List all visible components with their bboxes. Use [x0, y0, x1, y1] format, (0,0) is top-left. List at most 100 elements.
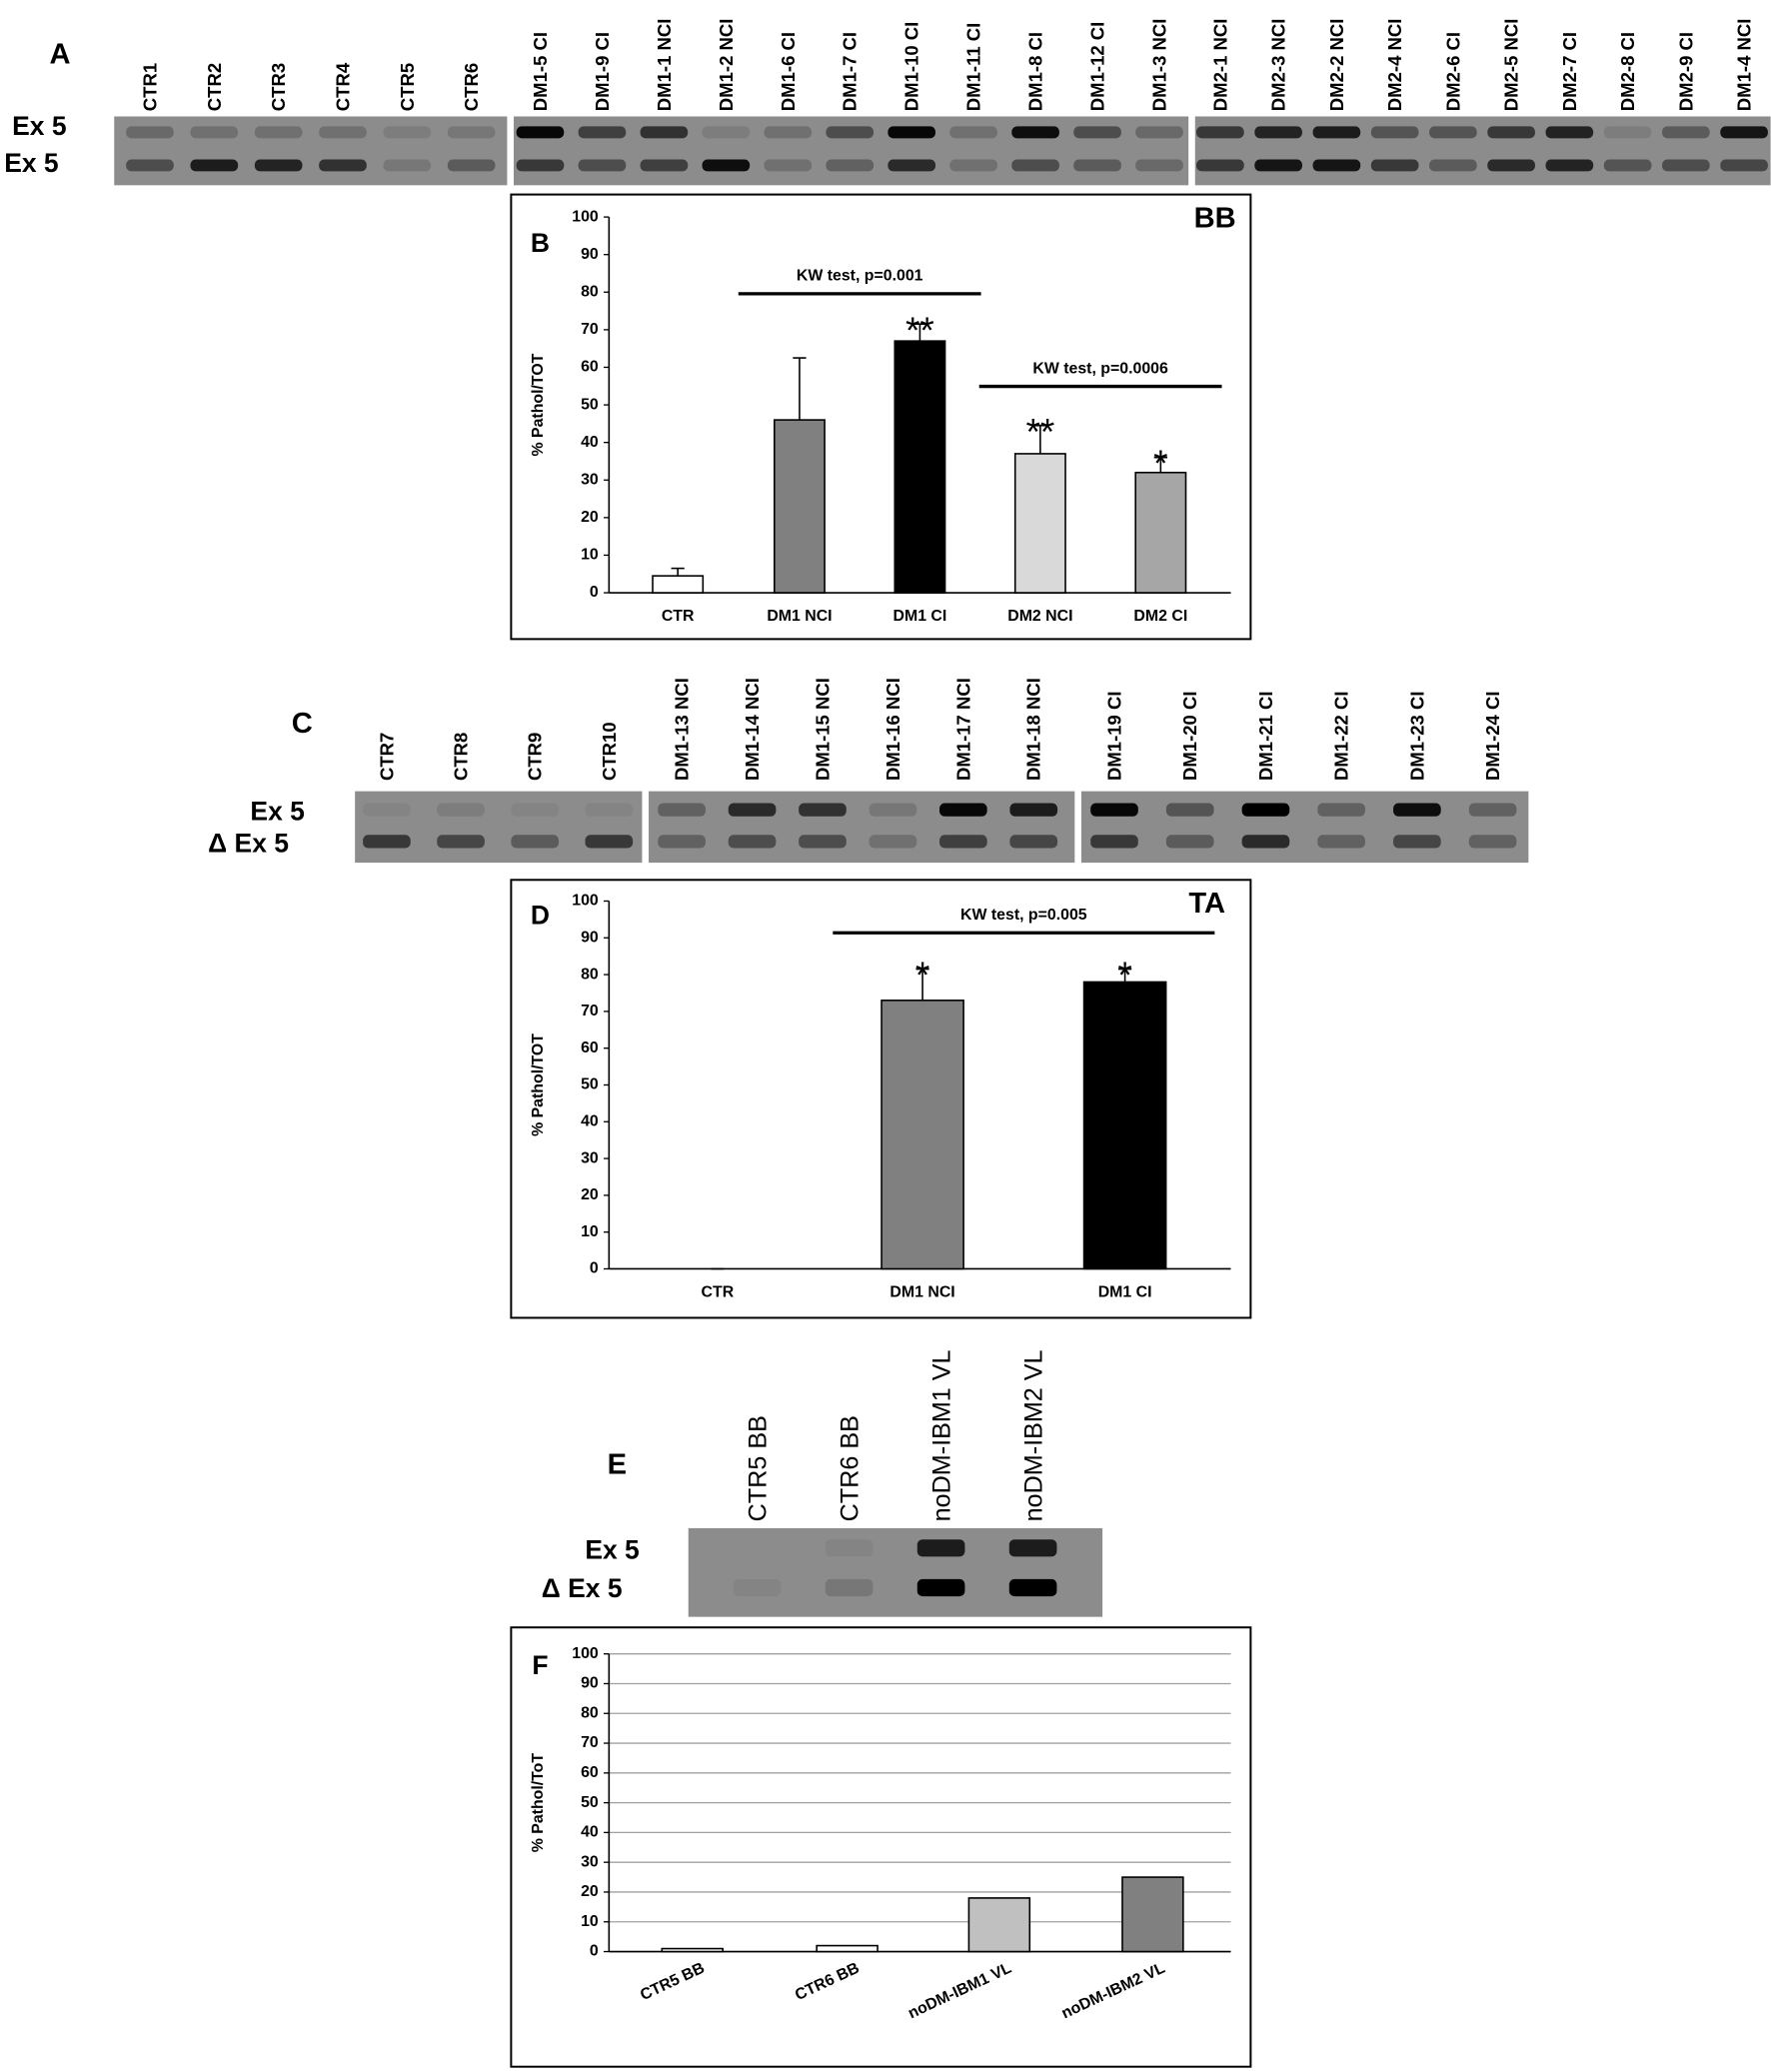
gel-band [826, 159, 875, 172]
gel-band [516, 126, 565, 139]
gel-band [1468, 803, 1517, 817]
x-tick-label: DM1 CI [1098, 1283, 1152, 1300]
lane-label: DM2-5 NCI [1501, 19, 1522, 112]
lane-label: DM2-7 CI [1559, 32, 1580, 111]
gel-band [1135, 126, 1183, 139]
gel-band [1662, 126, 1710, 139]
gel-band [1241, 803, 1290, 817]
gel-band [869, 803, 917, 817]
lane-label: DM1-20 CI [1179, 691, 1200, 781]
gel-band [1312, 126, 1361, 139]
panel-label: A [49, 38, 70, 70]
gel-band [1545, 159, 1594, 172]
bar [661, 1947, 724, 1953]
gel-band [1487, 159, 1535, 172]
lane-label: CTR9 [525, 733, 546, 781]
y-tick-label: 50 [581, 1076, 599, 1093]
gel-band [1317, 803, 1365, 817]
y-tick-label: 30 [581, 1149, 599, 1166]
gel-band [887, 126, 936, 139]
panel-label: C [292, 708, 313, 740]
lane-label: noDM-IBM1 VL [927, 1349, 955, 1521]
y-axis-label: % Pathol/TOT [530, 353, 547, 456]
gel-band [319, 126, 367, 139]
gel-band [363, 803, 411, 817]
gel-band [578, 159, 627, 172]
gel-band [1254, 126, 1302, 139]
gel-band [640, 126, 689, 139]
gel-band [658, 835, 706, 849]
y-tick-label: 30 [581, 471, 599, 488]
gel-band [1393, 835, 1441, 849]
bar [967, 1897, 1031, 1953]
gel-band [939, 803, 987, 817]
band-label: Δ Ex 5 [0, 148, 59, 178]
lane-label: CTR5 [397, 63, 418, 111]
gel-band [825, 1578, 874, 1597]
band-label: Ex 5 [12, 111, 66, 141]
y-tick-label: 40 [581, 434, 599, 451]
y-tick-label: 70 [581, 1734, 599, 1751]
gel-band [1545, 126, 1594, 139]
gel-band [869, 835, 917, 849]
bar [652, 575, 705, 594]
y-axis-label: % Pathol/TOT [530, 1034, 547, 1136]
gel-band [190, 159, 239, 172]
gel-band [949, 159, 997, 172]
gel-strip [355, 791, 643, 864]
bar [816, 1944, 879, 1953]
y-tick-label: 0 [590, 1260, 599, 1277]
gel-band [516, 159, 565, 172]
significance-star: * [915, 954, 929, 996]
gel-band [1603, 126, 1652, 139]
gel-band [190, 126, 239, 139]
gel-band [1090, 835, 1138, 849]
gel-band [363, 835, 411, 849]
chart-frame [510, 193, 1252, 641]
y-tick-label: 90 [581, 246, 599, 263]
lane-label: CTR2 [204, 63, 225, 111]
bar [881, 1000, 964, 1270]
y-tick-label: 90 [581, 929, 599, 946]
gel-band [511, 835, 560, 849]
lane-label: DM2-9 CI [1675, 32, 1696, 111]
gel-band [1241, 835, 1290, 849]
x-tick-label: DM1 CI [893, 608, 947, 625]
lane-label: DM1-4 NCI [1734, 19, 1755, 112]
y-tick-label: 20 [581, 1883, 599, 1900]
gel-band [734, 1539, 782, 1556]
gel-band [1370, 159, 1419, 172]
y-tick-label: 80 [581, 283, 599, 300]
gel-band [1135, 159, 1183, 172]
test-label: KW test, p=0.005 [960, 907, 1087, 924]
gel-strip [514, 116, 1189, 186]
lane-label: CTR4 [332, 62, 353, 111]
chart-tag: BB [1194, 202, 1236, 234]
chart-tag: TA [1188, 888, 1225, 920]
gel-band [1165, 835, 1214, 849]
gel-band [1254, 159, 1302, 172]
gel-band [799, 803, 847, 817]
x-tick-label: DM1 NCI [889, 1283, 954, 1300]
gel-band [578, 126, 627, 139]
gel-strip [114, 116, 508, 186]
gel-band [1196, 126, 1244, 139]
gel-band [1393, 803, 1441, 817]
lane-label: DM1-8 CI [1025, 32, 1046, 111]
y-tick-label: 90 [581, 1675, 599, 1692]
bar [774, 419, 826, 594]
lane-label: DM2-6 CI [1442, 32, 1463, 111]
y-tick-label: 80 [581, 966, 599, 983]
gel-band [916, 1539, 965, 1557]
lane-label: CTR8 [451, 733, 472, 781]
lane-label: DM1-2 NCI [716, 19, 737, 112]
gel-band [1662, 159, 1710, 172]
y-tick-label: 100 [572, 1645, 599, 1662]
gel-band [939, 835, 987, 849]
gel-band [1487, 126, 1535, 139]
gel-band [1196, 159, 1244, 172]
gel-band [1720, 126, 1768, 139]
lane-label: CTR7 [376, 733, 397, 781]
gel-band [728, 803, 777, 817]
gel-band [1603, 159, 1652, 172]
